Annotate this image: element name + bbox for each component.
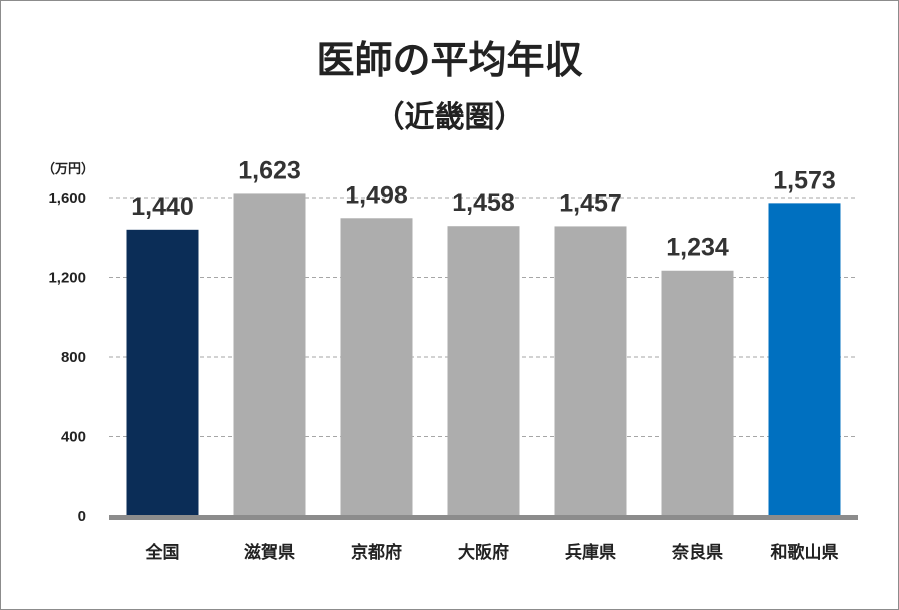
data-label: 1,623 [238,156,301,184]
x-category-label: 全国 [145,542,180,563]
y-tick-label: 0 [78,508,86,525]
y-tick-label: 1,600 [48,190,86,207]
x-category-label: 和歌山県 [771,542,839,563]
data-label: 1,234 [666,234,729,262]
chart-subtitle: （近畿圏） [374,100,525,135]
y-tick-label: 400 [61,429,86,446]
bar [233,193,306,516]
x-category-label: 大阪府 [458,542,509,563]
data-label: 1,457 [559,189,622,217]
data-label: 1,440 [131,193,194,221]
data-label: 1,458 [452,189,515,217]
y-axis-unit-label: （万円） [42,161,94,177]
bar [554,226,627,516]
bar [126,229,199,517]
chart-title: 医師の平均年収 [316,38,583,82]
x-category-label: 京都府 [351,542,402,563]
y-tick-label: 800 [61,349,86,366]
bar [340,218,413,516]
bar [447,226,520,516]
y-tick-label: 1,200 [48,270,86,287]
x-category-label: 兵庫県 [565,542,616,563]
data-label: 1,498 [345,181,408,209]
x-category-label: 滋賀県 [244,542,295,563]
bar [661,270,734,516]
x-axis-line [109,515,858,520]
x-category-label: 奈良県 [671,542,723,563]
bar [768,203,841,516]
data-label: 1,573 [773,166,836,194]
